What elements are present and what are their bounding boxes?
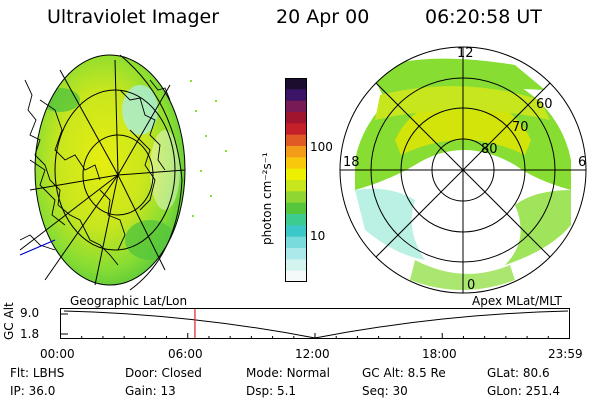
app-title: Ultraviolet Imager xyxy=(47,6,220,28)
apex-label: Apex MLat/MLT xyxy=(472,294,562,308)
colorbar-segment xyxy=(285,180,307,192)
colorbar-segment xyxy=(285,100,307,113)
colorbar-segment xyxy=(285,89,307,102)
mlat-label-70: 70 xyxy=(512,120,529,135)
colorbar-segment xyxy=(285,157,307,170)
colorbar-segment xyxy=(285,248,307,260)
mlt-label-6: 6 xyxy=(578,155,587,170)
mlt-label-12: 12 xyxy=(457,46,474,61)
colorbar-segment xyxy=(285,270,307,282)
status-glon: GLon: 251.4 xyxy=(487,384,560,398)
colorbar-segment xyxy=(285,78,307,90)
colorbar-segment xyxy=(285,214,307,226)
mlat-label-60: 60 xyxy=(536,97,553,112)
geographic-label: Geographic Lat/Lon xyxy=(70,294,188,308)
geo-grid xyxy=(19,54,186,291)
status-ip: IP: 36.0 xyxy=(10,384,56,398)
colorbar xyxy=(285,78,307,282)
status-gcalt: GC Alt: 8.5 Re xyxy=(362,366,446,380)
mlat-label-80: 80 xyxy=(481,142,498,157)
status-seq: Seq: 30 xyxy=(362,384,408,398)
colorbar-segment xyxy=(285,202,307,215)
colorbar-segment xyxy=(285,168,307,181)
mlt-label-18: 18 xyxy=(343,155,360,170)
colorbar-tick-100: 100 xyxy=(310,140,333,154)
colorbar-segment xyxy=(285,236,307,249)
status-gain: Gain: 13 xyxy=(125,384,176,398)
colorbar-unit-label: photon cm⁻²s⁻¹ xyxy=(260,152,274,245)
colorbar-segment xyxy=(285,146,307,158)
colorbar-segment xyxy=(285,259,307,272)
timeline-ytick-bottom: 1.8 xyxy=(20,327,40,341)
colorbar-tick-10: 10 xyxy=(310,229,326,243)
colorbar-segment xyxy=(285,225,307,238)
polar-grid xyxy=(339,46,587,294)
timeline-ytick-top: 9.0 xyxy=(20,306,40,320)
orbit-timeline xyxy=(60,308,570,339)
status-mode: Mode: Normal xyxy=(246,366,330,380)
mlt-label-0: 0 xyxy=(467,278,476,293)
timeline-xtick-1: 06:00 xyxy=(168,347,203,361)
timeline-xtick-3: 18:00 xyxy=(422,347,457,361)
time-readout: 06:20:58 UT xyxy=(425,6,542,28)
colorbar-segment xyxy=(285,112,307,124)
date-readout: 20 Apr 00 xyxy=(276,6,370,28)
timeline-axis-label: GC Alt xyxy=(2,302,16,340)
geographic-aurora-image xyxy=(19,54,227,291)
coastlines xyxy=(19,79,171,266)
status-door: Door: Closed xyxy=(125,366,202,380)
magnetic-polar-image xyxy=(339,46,587,294)
colorbar-segment xyxy=(285,191,307,204)
colorbar-segment xyxy=(285,123,307,136)
status-dsp: Dsp: 5.1 xyxy=(246,384,297,398)
status-filter: Flt: LBHS xyxy=(10,366,65,380)
timeline-xtick-2: 12:00 xyxy=(295,347,330,361)
status-glat: GLat: 80.6 xyxy=(487,366,550,380)
colorbar-segment xyxy=(285,134,307,147)
timeline-xtick-4: 23:59 xyxy=(548,347,583,361)
timeline-xtick-0: 00:00 xyxy=(40,347,75,361)
